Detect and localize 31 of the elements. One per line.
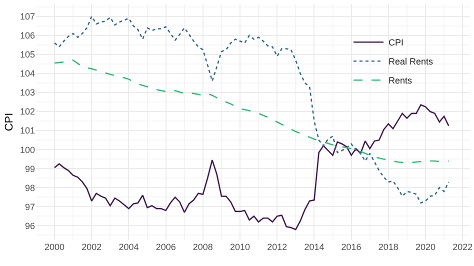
x-tick-label: 2022	[452, 242, 473, 252]
x-tick-label: 2018	[378, 242, 398, 252]
legend-label: Real Rents	[388, 56, 434, 67]
line-series	[54, 60, 450, 164]
x-tick-label: 2008	[192, 242, 213, 252]
y-tick-label: 100	[20, 144, 35, 155]
y-tick-label: 99	[24, 164, 35, 174]
x-tick-label: 2006	[156, 242, 176, 252]
x-tick-label: 2016	[341, 242, 362, 252]
line-series	[54, 16, 450, 204]
y-tick-label: 105	[20, 50, 35, 60]
y-axis-title: CPI	[4, 112, 16, 132]
x-tick-label: 2010	[230, 242, 250, 252]
y-tick-label: 106	[20, 30, 35, 41]
x-tick-label: 2020	[415, 242, 436, 252]
line-series	[54, 104, 450, 230]
x-tick-label: 2014	[304, 242, 324, 252]
y-tick-label: 101	[20, 126, 35, 136]
y-tick-label: 96	[24, 220, 35, 231]
y-tick-label: 98	[24, 182, 35, 193]
y-tick-label: 102	[20, 106, 35, 117]
x-tick-label: 2002	[82, 242, 102, 252]
y-tick-label: 97	[24, 202, 35, 212]
y-tick-label: 103	[20, 88, 35, 98]
y-tick-label: 104	[20, 68, 35, 79]
y-tick-label: 107	[20, 12, 35, 22]
x-tick-label: 2000	[44, 242, 65, 252]
x-tick-label: 2004	[118, 242, 139, 252]
legend-label: CPI	[388, 38, 404, 48]
x-tick-label: 2012	[267, 242, 288, 252]
legend-label: Rents	[388, 76, 412, 86]
